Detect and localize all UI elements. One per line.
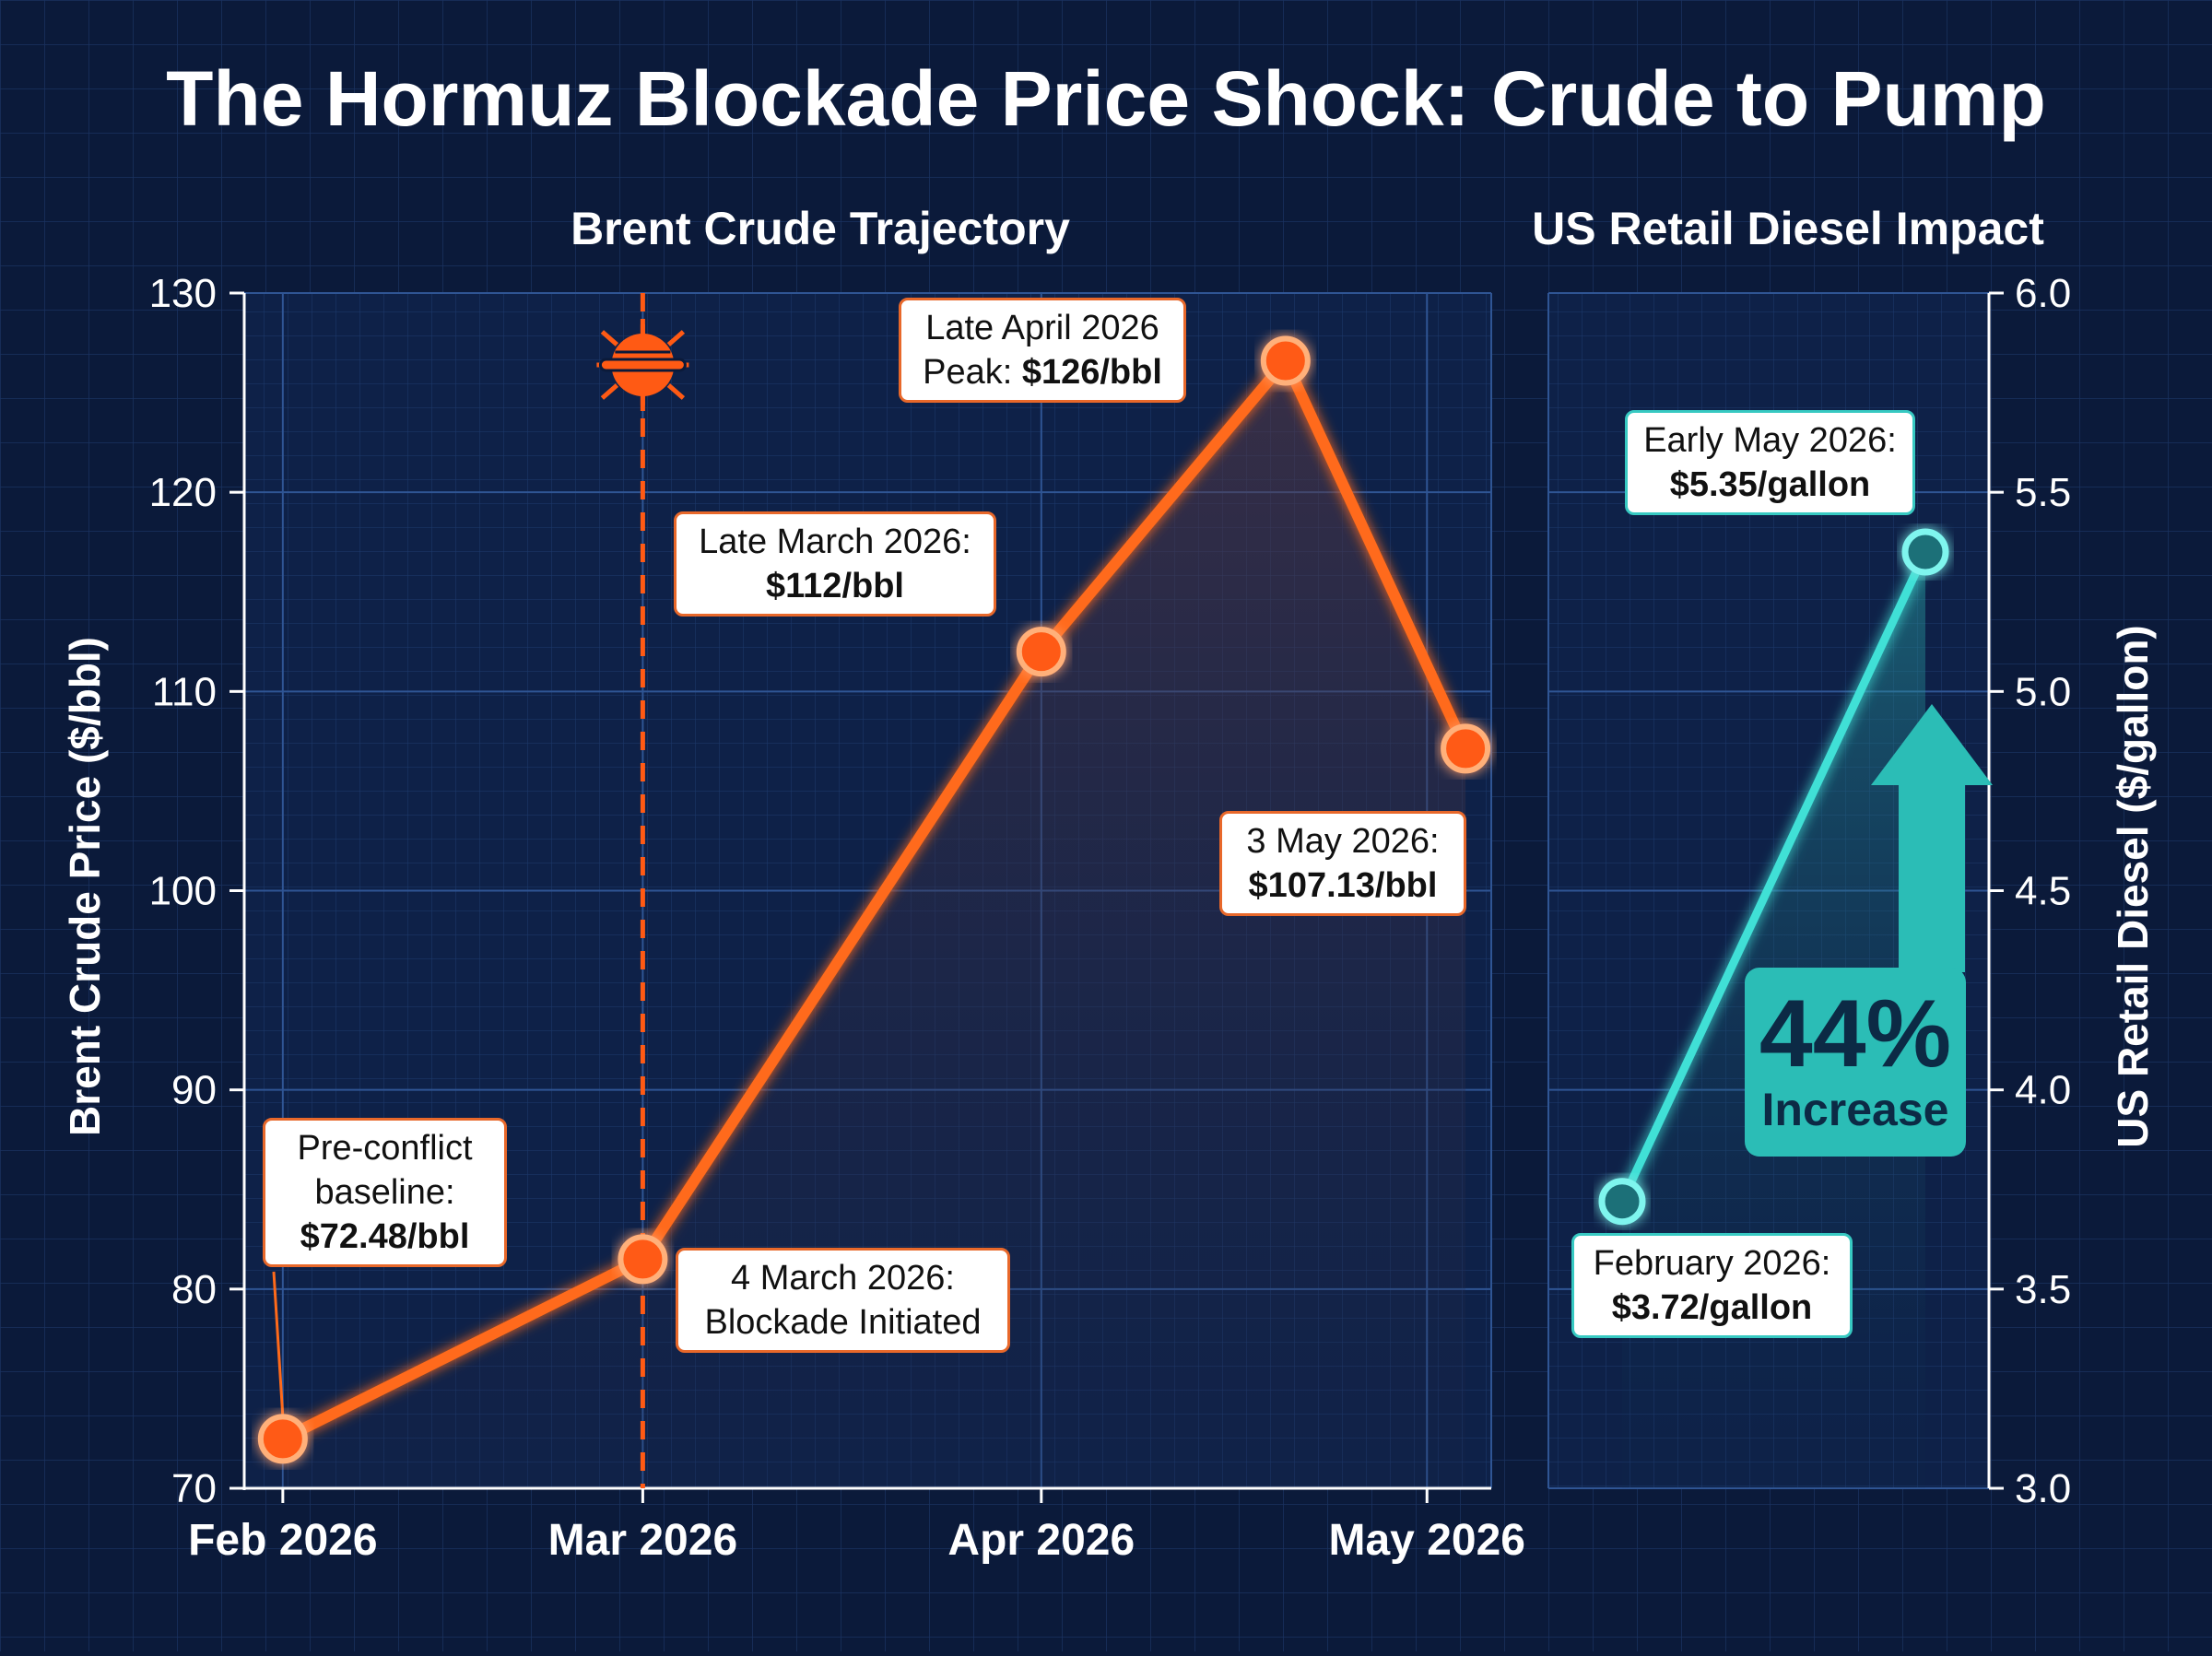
increase-arrow [1871,704,1993,972]
brent-point [257,1414,308,1464]
brent-point [1016,627,1066,677]
brent-x-tick-label: Feb 2026 [188,1516,377,1565]
brent-y-tick-label: 90 [171,1068,217,1113]
increase-badge: 44% Increase [1745,968,1966,1157]
brent-x-tick-label: Apr 2026 [947,1516,1135,1565]
brent-y-tick-label: 130 [149,271,217,316]
diesel-point [1901,528,1949,576]
brent-y-axis-label: Brent Crude Price ($/bbl) [61,637,109,1136]
naval-mine-icon [596,319,689,411]
increase-percent: 44% [1759,981,1952,1087]
brent-points [257,335,1491,1464]
annotation-peak: Late April 2026 Peak: $126/bbl [899,298,1186,403]
brent-x-tick-label: Mar 2026 [548,1516,737,1565]
annotation-diesel-may: Early May 2026: $5.35/gallon [1625,410,1915,515]
brent-y-tick-label: 80 [171,1267,217,1312]
brent-x-tick-label: May 2026 [1329,1516,1526,1565]
page-title: The Hormuz Blockade Price Shock: Crude t… [166,55,2046,142]
diesel-chart-title: US Retail Diesel Impact [1532,203,2044,254]
brent-y-tick-label: 110 [152,669,217,714]
diesel-points [1598,528,1949,1226]
diesel-y-tick-label: 3.0 [2015,1466,2071,1511]
brent-point [618,1234,668,1285]
brent-y-tick-label: 70 [171,1466,217,1511]
annotation-diesel-feb: February 2026: $3.72/gallon [1571,1233,1853,1338]
callout-leaders [272,1271,285,1417]
diesel-series-line [1618,547,1930,1206]
annotation-baseline: Pre-conflict baseline: $72.48/bbl [263,1118,507,1267]
brent-y-tick-label: 120 [149,470,217,515]
diesel-y-tick-label: 4.5 [2015,869,2071,914]
diesel-y-tick-label: 4.0 [2015,1068,2071,1113]
diesel-y-tick-label: 5.5 [2015,470,2071,515]
brent-chart-title: Brent Crude Trajectory [571,203,1070,254]
increase-label: Increase [1761,1084,1949,1135]
diesel-point [1598,1178,1646,1226]
brent-point [1441,723,1491,774]
diesel-tick-labels: 3.0 3.5 4.0 4.5 5.0 5.5 6.0 [1989,271,2071,1511]
diesel-y-tick-label: 6.0 [2015,271,2071,316]
diesel-y-axis-label: US Retail Diesel ($/gallon) [2109,625,2157,1147]
brent-point [1260,335,1311,386]
brent-y-tick-label: 100 [149,869,217,914]
diesel-y-tick-label: 5.0 [2015,669,2071,714]
brent-area-fill [282,360,1466,1488]
annotation-blockade: 4 March 2026: Blockade Initiated [676,1248,1010,1353]
brent-tick-labels: 70 80 90 100 110 120 130 Feb 2026 Mar 2026 Apr 20… [149,271,1525,1565]
annotation-late-march: Late March 2026: $112/bbl [674,511,996,617]
annotation-may: 3 May 2026: $107.13/bbl [1219,811,1466,916]
diesel-y-tick-label: 3.5 [2015,1267,2071,1312]
